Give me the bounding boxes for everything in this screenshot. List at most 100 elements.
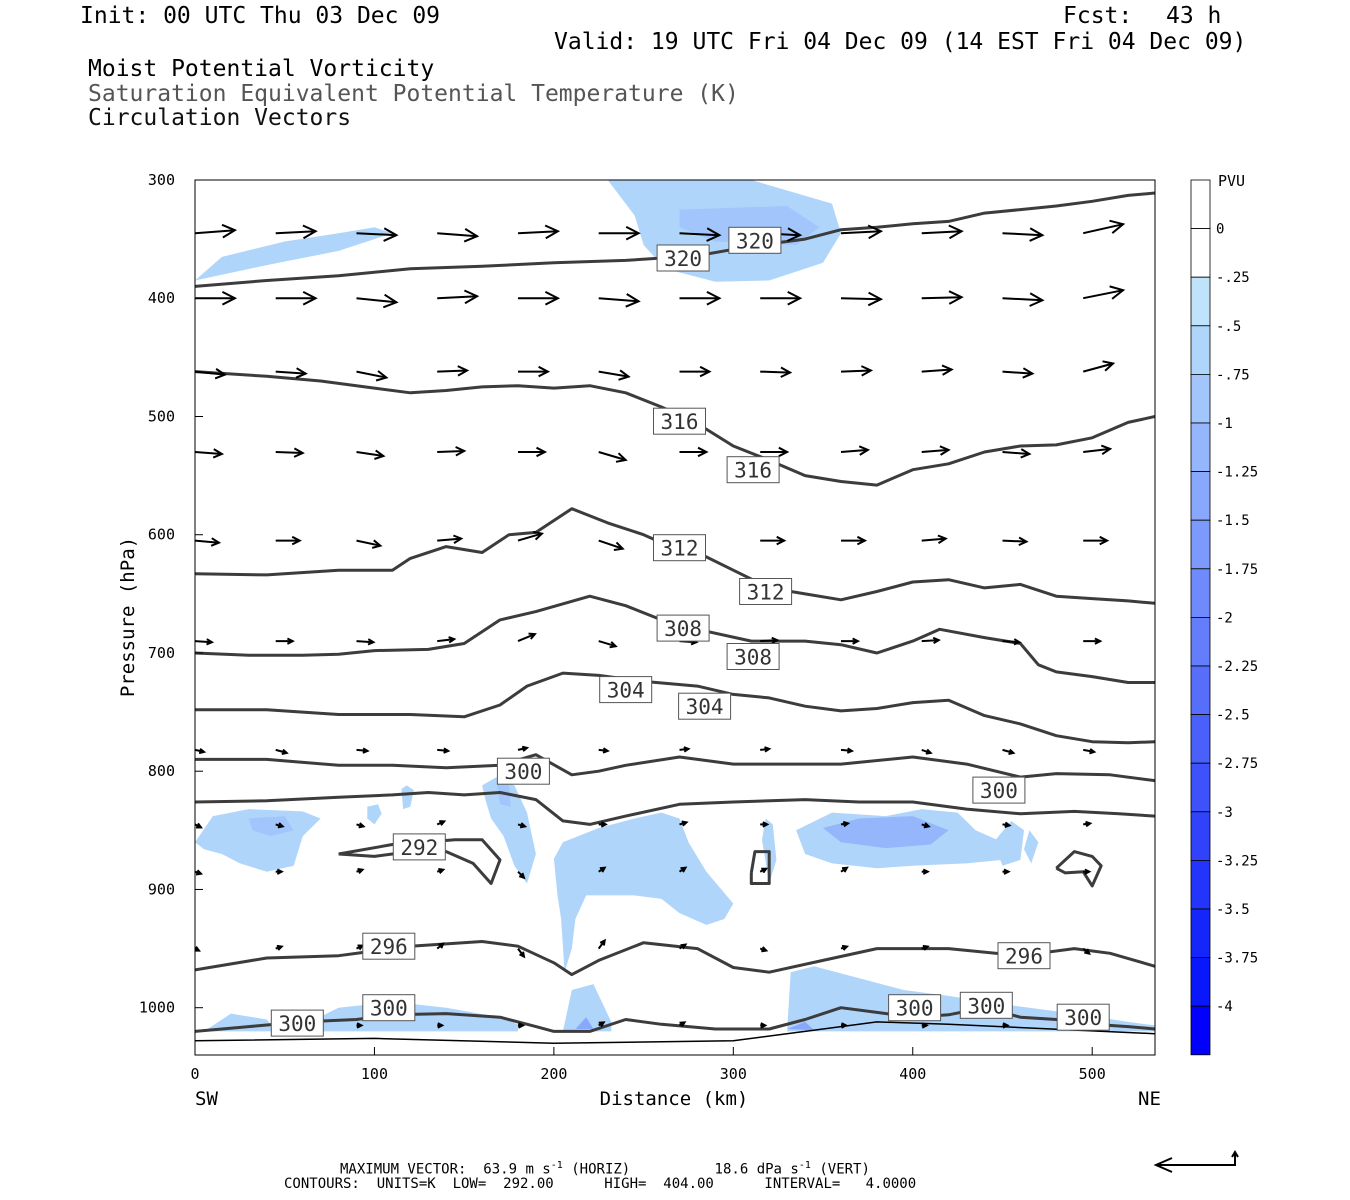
colorbar-box bbox=[1190, 519, 1211, 570]
vector-head bbox=[625, 293, 641, 308]
contour-label-text: 300 bbox=[896, 997, 934, 1021]
circulation-vector bbox=[760, 366, 793, 378]
colorbar-box bbox=[1190, 179, 1211, 229]
circulation-vector bbox=[841, 1022, 849, 1029]
vector-head bbox=[528, 632, 537, 640]
vector-head bbox=[295, 367, 308, 379]
vector-head bbox=[706, 291, 722, 306]
vector-head bbox=[776, 535, 787, 546]
vector-head bbox=[948, 290, 964, 305]
circulation-vector bbox=[598, 747, 610, 754]
colorbar-box bbox=[1190, 811, 1211, 861]
vector-shaft bbox=[598, 539, 624, 550]
vector-head bbox=[683, 746, 691, 753]
colorbar-label: 0 bbox=[1216, 222, 1224, 238]
colorbar-label: -2 bbox=[1216, 610, 1233, 626]
vector-shaft bbox=[760, 639, 778, 643]
colorbar-title: PVU bbox=[1218, 172, 1245, 190]
y-tick-label: 900 bbox=[148, 880, 175, 898]
vector-head bbox=[195, 946, 201, 952]
contour-label: 300 bbox=[972, 776, 1026, 804]
circulation-vector bbox=[437, 534, 464, 544]
vector-shaft bbox=[1002, 232, 1043, 237]
axes: 300 400 500 600 700 800 900 1000 0 100 200 300 400 50… bbox=[139, 171, 1106, 1083]
vector-head bbox=[544, 224, 561, 240]
vector-shaft bbox=[598, 370, 629, 378]
max-vector-line: MAXIMUM VECTOR: 63.9 m s-1 (HORIZ) 18.6 … bbox=[340, 1158, 870, 1178]
vector-shaft bbox=[921, 368, 952, 373]
x-axis-right-end: NE bbox=[1138, 1088, 1161, 1110]
vector-head bbox=[948, 224, 964, 240]
circulation-vector bbox=[356, 944, 365, 951]
pv-region bbox=[482, 777, 536, 884]
contour-label-text: 308 bbox=[734, 646, 772, 670]
circulation-vector bbox=[678, 866, 688, 873]
colorbar-label: -2.25 bbox=[1216, 659, 1258, 675]
contour-label-box bbox=[678, 692, 732, 720]
contour-label-box bbox=[270, 1009, 324, 1037]
vector-shaft bbox=[1082, 223, 1124, 235]
vector-head bbox=[1002, 1022, 1010, 1029]
vector-shaft bbox=[679, 232, 720, 237]
colorbar-box bbox=[1190, 860, 1211, 910]
contour-label-text: 316 bbox=[734, 459, 772, 483]
vector-head bbox=[195, 822, 203, 829]
pv-shading bbox=[195, 180, 1155, 1032]
vector-head bbox=[1084, 948, 1091, 955]
vector-shaft bbox=[840, 230, 881, 235]
contour-label-box bbox=[972, 776, 1026, 804]
circulation-vector bbox=[1002, 868, 1011, 875]
plot-frame bbox=[194, 179, 1156, 1056]
vector-head bbox=[846, 747, 855, 754]
vector-head bbox=[771, 636, 780, 644]
vector-shaft bbox=[356, 370, 387, 379]
contour-label-box bbox=[726, 643, 780, 670]
colorbar-box bbox=[1190, 568, 1211, 618]
circulation-vector bbox=[921, 445, 951, 456]
circulation-vector bbox=[275, 868, 284, 875]
circulation-vector bbox=[840, 365, 874, 377]
contours-info-line: CONTOURS: UNITS=K LOW= 292.00 HIGH= 404.… bbox=[284, 1176, 917, 1192]
contour-label-box bbox=[599, 676, 653, 704]
circulation-vector bbox=[1002, 1022, 1010, 1029]
vector-head bbox=[921, 1022, 929, 1029]
pv-region bbox=[401, 785, 414, 810]
contour-label-box bbox=[1056, 1003, 1110, 1031]
vector-shaft bbox=[1083, 447, 1111, 453]
vector-head bbox=[941, 364, 954, 376]
vector-shaft bbox=[195, 451, 222, 455]
vector-head bbox=[615, 452, 628, 463]
vector-shaft bbox=[517, 230, 558, 235]
circulation-vector bbox=[517, 224, 561, 240]
vector-head bbox=[681, 820, 689, 827]
circulation-vector bbox=[517, 745, 530, 752]
circulation-vector bbox=[356, 747, 370, 754]
vector-head bbox=[302, 224, 318, 240]
circulation-vector bbox=[275, 535, 302, 546]
y-tick-label: 700 bbox=[148, 644, 175, 662]
pv-region bbox=[248, 816, 294, 837]
pv-region bbox=[562, 984, 612, 1032]
vector-head bbox=[1029, 292, 1045, 307]
forecast-label: Fcst: bbox=[1063, 3, 1133, 29]
field-title-theta-es: Saturation Equivalent Potential Temperat… bbox=[88, 81, 739, 107]
colorbar-box bbox=[1190, 228, 1211, 278]
circulation-vector bbox=[760, 446, 790, 458]
colorbar-label: -3.75 bbox=[1216, 951, 1258, 967]
circulation-vector bbox=[356, 227, 399, 242]
circulation-vector bbox=[921, 636, 941, 644]
vector-shaft bbox=[1083, 289, 1124, 300]
vector-head bbox=[371, 539, 383, 549]
contour-label: 300 bbox=[496, 757, 550, 785]
colorbar-box bbox=[1190, 1005, 1211, 1056]
vector-head bbox=[221, 223, 238, 239]
vector-shaft bbox=[598, 451, 626, 461]
vector-shaft bbox=[1002, 539, 1027, 543]
vector-head bbox=[1099, 535, 1110, 546]
vector-head bbox=[760, 1022, 768, 1029]
vector-head bbox=[198, 748, 207, 755]
circulation-vector bbox=[436, 820, 447, 826]
vector-shaft bbox=[437, 295, 478, 300]
circulation-vector bbox=[356, 1022, 364, 1029]
colorbar-label: -3.25 bbox=[1216, 853, 1258, 869]
